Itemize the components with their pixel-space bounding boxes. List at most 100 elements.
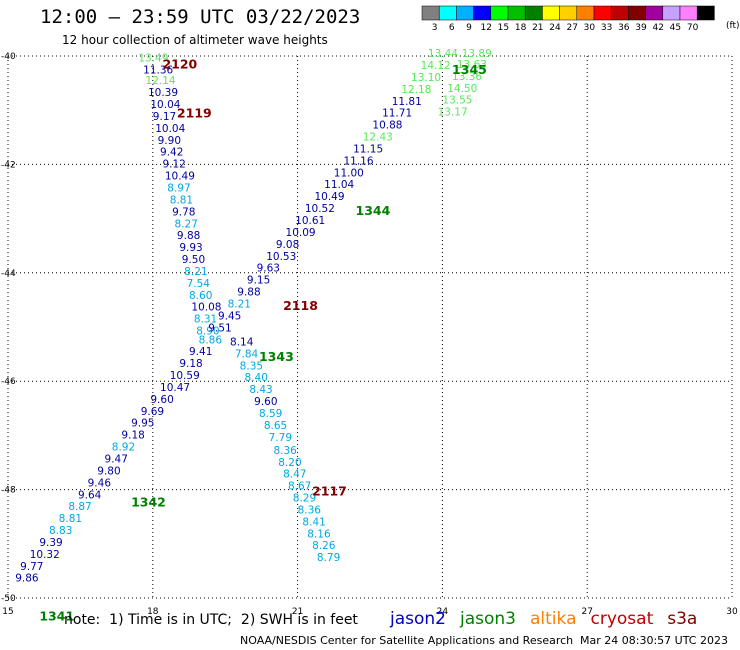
wave-height-label: 10.88 xyxy=(372,120,402,132)
wave-height-label: 9.93 xyxy=(179,242,202,254)
wave-height-label: 11.81 xyxy=(392,96,422,108)
y-tick-label: -48 xyxy=(1,486,16,496)
wave-height-label: 10.59 xyxy=(170,370,200,382)
color-scale-swatch xyxy=(610,5,629,21)
x-tick-label: 21 xyxy=(292,607,303,617)
note-text: note: 1) Time is in UTC; 2) SWH is in fe… xyxy=(64,612,358,628)
pass-label: 2120 xyxy=(162,57,197,72)
wave-height-label: 9.78 xyxy=(172,206,195,218)
wave-height-label: 8.20 xyxy=(278,457,301,469)
wave-height-label: 10.47 xyxy=(160,382,190,394)
pass-label: 1344 xyxy=(356,203,391,218)
legend-item-jason2: jason2 xyxy=(390,609,446,629)
wave-height-label: 8.29 xyxy=(293,493,316,505)
wave-height-label: 9.42 xyxy=(160,147,183,159)
color-scale-swatch xyxy=(456,5,474,21)
legend-item-jason3: jason3 xyxy=(460,609,516,629)
wave-height-label: 14.50 xyxy=(447,83,477,95)
color-scale-label: 21 xyxy=(532,23,543,33)
legend-item-cryosat: cryosat xyxy=(590,609,654,629)
wave-height-label: 10.32 xyxy=(30,549,60,561)
x-tick-label: 24 xyxy=(437,607,449,617)
wave-height-label: 9.39 xyxy=(39,537,62,549)
wave-height-label: 8.86 xyxy=(199,334,223,346)
wave-height-label: 9.88 xyxy=(177,230,200,242)
wave-height-label: 8.41 xyxy=(302,516,325,528)
wave-height-label: 9.60 xyxy=(254,396,277,408)
pass-label: 2119 xyxy=(177,105,212,120)
color-scale-swatch xyxy=(576,5,595,21)
wave-height-label: 8.81 xyxy=(59,513,82,525)
wave-height-label: 10.52 xyxy=(305,203,335,215)
wave-height-label: 10.08 xyxy=(191,302,221,314)
wave-height-label: 9.90 xyxy=(158,135,181,147)
color-scale-swatch xyxy=(628,5,646,21)
y-tick-label: -40 xyxy=(1,52,16,62)
wave-height-label: 9.41 xyxy=(189,346,212,358)
x-tick-label: 18 xyxy=(147,607,159,617)
wave-height-label: 9.88 xyxy=(237,287,260,299)
pass-label: 2117 xyxy=(312,484,347,499)
wave-height-label: 8.67 xyxy=(288,481,311,493)
color-scale-label: 12 xyxy=(480,23,491,33)
wave-height-label: 8.97 xyxy=(167,183,190,195)
color-scale-swatch xyxy=(473,5,492,21)
wave-height-label: 8.59 xyxy=(259,408,282,420)
color-scale-label: 18 xyxy=(515,23,527,33)
color-scale-label: 3 xyxy=(432,23,438,33)
wave-height-label: 9.45 xyxy=(218,310,241,322)
color-scale-swatch xyxy=(696,5,715,21)
color-scale-swatch xyxy=(593,5,612,21)
wave-height-label: 9.18 xyxy=(179,358,202,370)
wave-height-label: 10.39 xyxy=(148,87,178,99)
color-scale-label: 39 xyxy=(635,23,647,33)
wave-height-label: 13.17 xyxy=(438,107,468,119)
color-scale-swatch xyxy=(542,5,560,21)
y-tick-label: -50 xyxy=(1,594,16,604)
wave-height-label: 9.17 xyxy=(153,111,176,123)
wave-height-label: 10.04 xyxy=(150,99,180,111)
wave-height-label: 9.46 xyxy=(88,477,112,489)
wave-height-label: 8.83 xyxy=(49,525,72,537)
wave-height-label: 13.63 xyxy=(457,59,487,71)
wave-height-label: 8.65 xyxy=(264,420,287,432)
wave-height-label: 9.50 xyxy=(182,254,205,266)
wave-height-label: 9.69 xyxy=(141,406,164,418)
wave-height-label: 9.60 xyxy=(150,394,173,406)
wave-height-label: 8.90 xyxy=(196,326,219,338)
color-scale-label: 24 xyxy=(549,23,561,33)
satellite-legend: jason2 jason3 altika cryosat s3a xyxy=(390,609,711,629)
y-tick-label: -44 xyxy=(1,269,16,279)
wave-height-label: 10.09 xyxy=(286,227,316,239)
color-scale-swatch xyxy=(438,5,457,21)
wave-height-label: 9.77 xyxy=(20,561,43,573)
wave-height-label: 13.36 xyxy=(452,71,482,83)
wave-height-label: 10.04 xyxy=(155,123,185,135)
wave-height-label: 8.31 xyxy=(194,314,217,326)
wave-height-label: 8.36 xyxy=(273,445,297,457)
wave-height-label: 14.12 xyxy=(421,60,451,72)
color-scale-swatch xyxy=(645,5,664,21)
x-tick-label: 27 xyxy=(581,607,592,617)
wave-height-label: 9.12 xyxy=(162,159,185,171)
color-scale-label: 70 xyxy=(687,23,699,33)
pass-label: 2118 xyxy=(283,298,318,313)
wave-height-label: 8.36 xyxy=(298,504,322,516)
color-scale-label: 27 xyxy=(566,23,577,33)
wave-height-label: 11.15 xyxy=(353,143,383,155)
x-tick-label: 15 xyxy=(2,607,13,617)
color-scale-swatch xyxy=(507,5,526,21)
wave-height-label: 13.49 xyxy=(138,52,168,64)
wave-height-label: 11.36 xyxy=(143,64,173,76)
color-scale-label: 9 xyxy=(466,23,472,33)
wave-height-label: 9.47 xyxy=(105,454,128,466)
wave-height-label: 9.08 xyxy=(276,239,299,251)
wave-height-label: 8.40 xyxy=(245,372,268,384)
wave-height-label: 8.81 xyxy=(170,194,193,206)
wave-height-label: 8.35 xyxy=(240,360,263,372)
wave-height-label: 9.86 xyxy=(15,573,39,585)
wave-height-label: 7.79 xyxy=(269,432,292,444)
wave-height-label: 8.14 xyxy=(230,336,254,348)
wave-height-label: 8.26 xyxy=(312,540,336,552)
